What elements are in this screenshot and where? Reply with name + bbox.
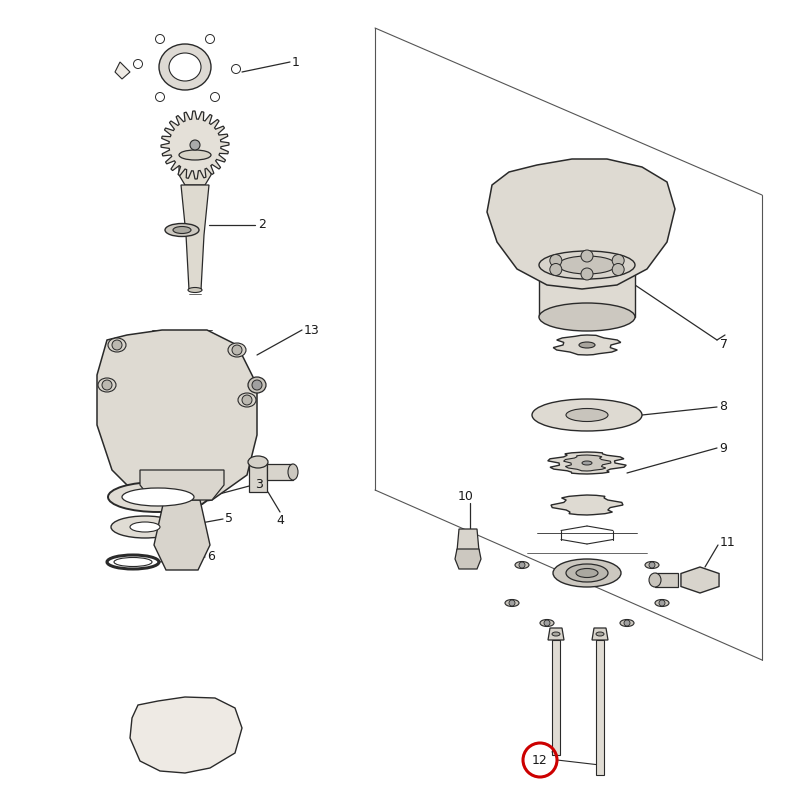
Ellipse shape <box>98 378 116 392</box>
Circle shape <box>581 268 593 280</box>
Polygon shape <box>539 265 635 317</box>
Ellipse shape <box>238 393 256 407</box>
Text: 2: 2 <box>258 218 266 231</box>
Ellipse shape <box>645 562 659 569</box>
Ellipse shape <box>515 562 529 569</box>
Polygon shape <box>487 159 675 289</box>
Circle shape <box>155 93 165 102</box>
Ellipse shape <box>248 377 266 393</box>
Circle shape <box>509 600 515 606</box>
Ellipse shape <box>553 559 621 587</box>
Circle shape <box>134 59 142 69</box>
Ellipse shape <box>111 516 179 538</box>
Circle shape <box>659 600 665 606</box>
Circle shape <box>519 562 525 568</box>
Circle shape <box>544 620 550 626</box>
Polygon shape <box>181 185 209 290</box>
Ellipse shape <box>169 53 201 81</box>
Text: 6: 6 <box>207 550 215 563</box>
Text: 13: 13 <box>304 323 320 337</box>
Ellipse shape <box>179 150 211 160</box>
Ellipse shape <box>188 287 202 293</box>
Ellipse shape <box>248 456 268 468</box>
Ellipse shape <box>130 522 160 532</box>
Circle shape <box>242 395 252 405</box>
Ellipse shape <box>228 343 246 357</box>
Ellipse shape <box>539 303 635 331</box>
Polygon shape <box>161 111 229 179</box>
Ellipse shape <box>596 632 604 636</box>
Polygon shape <box>552 640 560 755</box>
Circle shape <box>232 345 242 355</box>
Polygon shape <box>457 529 479 565</box>
Ellipse shape <box>649 573 661 587</box>
Ellipse shape <box>582 461 592 465</box>
Ellipse shape <box>122 488 194 506</box>
Ellipse shape <box>173 226 191 234</box>
Circle shape <box>649 562 655 568</box>
Ellipse shape <box>108 338 126 352</box>
Ellipse shape <box>159 44 211 90</box>
Ellipse shape <box>505 599 519 606</box>
Text: 3: 3 <box>255 478 263 491</box>
Ellipse shape <box>540 619 554 626</box>
Ellipse shape <box>558 256 616 274</box>
Circle shape <box>190 140 200 150</box>
Circle shape <box>612 263 624 275</box>
Circle shape <box>252 380 262 390</box>
Ellipse shape <box>539 251 635 279</box>
Circle shape <box>581 250 593 262</box>
Circle shape <box>206 34 214 43</box>
Polygon shape <box>681 567 719 593</box>
Polygon shape <box>655 573 678 587</box>
Text: 9: 9 <box>719 442 727 454</box>
Circle shape <box>550 263 562 275</box>
Circle shape <box>231 65 241 74</box>
Polygon shape <box>154 500 210 570</box>
Circle shape <box>102 380 112 390</box>
Polygon shape <box>553 335 621 355</box>
Polygon shape <box>130 697 242 773</box>
Polygon shape <box>551 495 623 515</box>
Polygon shape <box>249 462 267 492</box>
Polygon shape <box>592 628 608 640</box>
Circle shape <box>155 34 165 43</box>
Polygon shape <box>548 628 564 640</box>
Polygon shape <box>179 155 211 185</box>
Polygon shape <box>596 640 604 775</box>
Ellipse shape <box>165 223 199 237</box>
Ellipse shape <box>108 482 208 512</box>
Text: 11: 11 <box>720 535 736 549</box>
Polygon shape <box>97 330 257 505</box>
Text: 10: 10 <box>458 490 474 502</box>
Circle shape <box>550 254 562 266</box>
Ellipse shape <box>566 564 608 582</box>
Polygon shape <box>548 452 626 474</box>
Ellipse shape <box>552 632 560 636</box>
Polygon shape <box>115 62 130 79</box>
Circle shape <box>612 254 624 266</box>
Text: 8: 8 <box>719 401 727 414</box>
Text: 7: 7 <box>720 338 728 351</box>
Ellipse shape <box>579 342 595 348</box>
Ellipse shape <box>566 409 608 422</box>
Text: 1: 1 <box>292 55 300 69</box>
Polygon shape <box>564 455 611 471</box>
Polygon shape <box>140 470 224 500</box>
Circle shape <box>624 620 630 626</box>
Text: 12: 12 <box>532 754 548 766</box>
Text: 4: 4 <box>276 514 284 526</box>
Ellipse shape <box>655 599 669 606</box>
Polygon shape <box>455 549 481 569</box>
Ellipse shape <box>288 464 298 480</box>
Text: 5: 5 <box>225 513 233 526</box>
Polygon shape <box>267 464 293 480</box>
Ellipse shape <box>532 399 642 431</box>
Circle shape <box>210 93 219 102</box>
Ellipse shape <box>620 619 634 626</box>
Circle shape <box>112 340 122 350</box>
Ellipse shape <box>576 569 598 578</box>
